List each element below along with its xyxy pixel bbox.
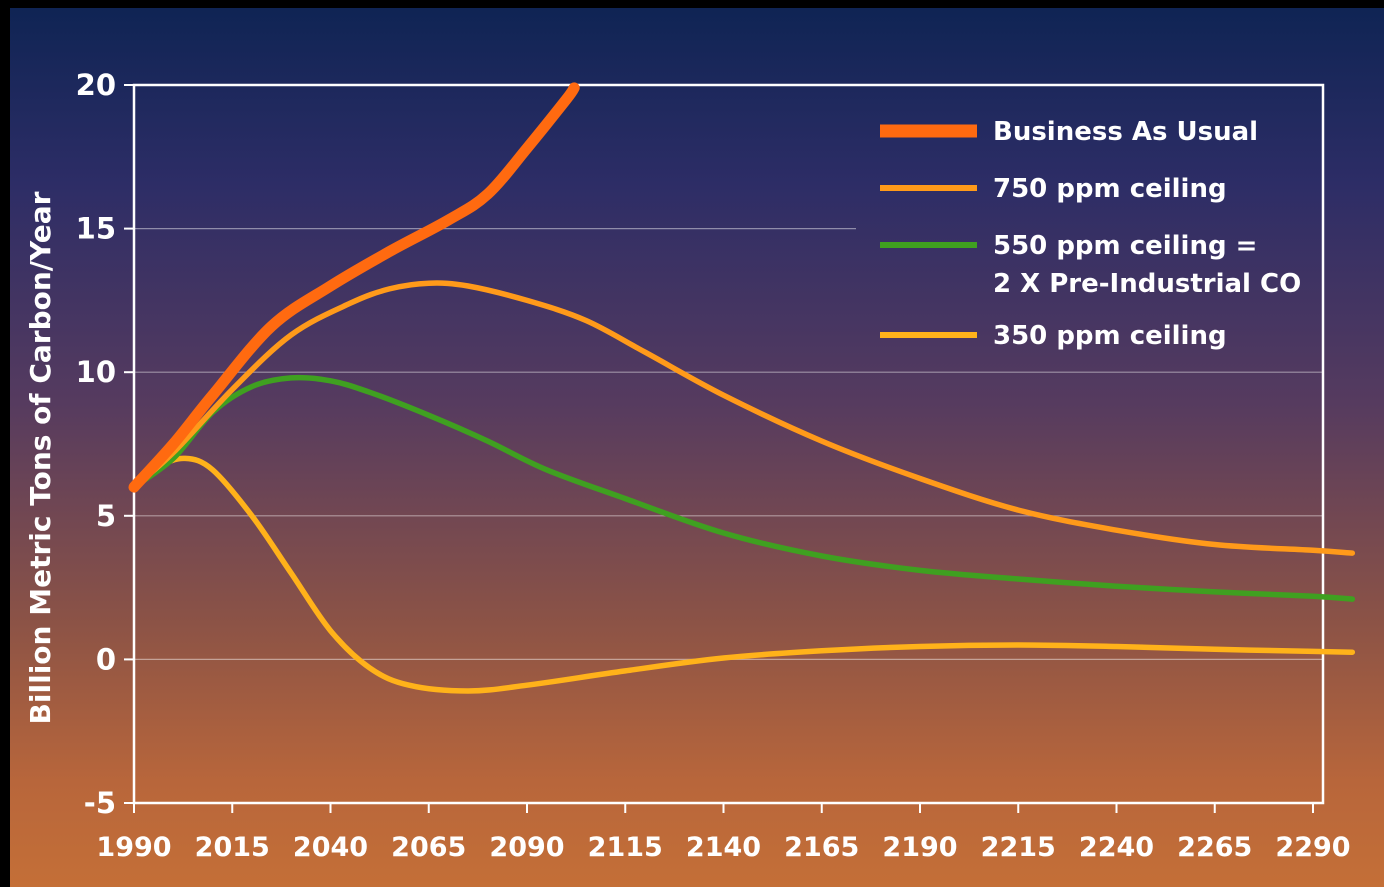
series-line-550-ppm-ceiling-2-x-pre-industrial-co [131, 374, 1356, 602]
axes [132, 83, 1325, 805]
x-tick-label: 2040 [293, 832, 368, 863]
chart-background [10, 8, 1384, 887]
x-tick-label: 2090 [489, 832, 564, 863]
x-tick-label: 2240 [1079, 832, 1154, 863]
y-tick-label: 5 [96, 499, 116, 533]
y-tick-label: 10 [76, 355, 116, 389]
y-axis-label: Billion Metric Tons of Carbon/Year [24, 191, 57, 724]
x-tick-label: 2190 [882, 832, 957, 863]
x-tick-label: 2140 [686, 832, 761, 863]
legend: Business As Usual 750 ppm ceiling 550 ppm … [880, 117, 1301, 351]
legend-label: 750 ppm ceiling [993, 174, 1227, 204]
x-tick-label: 2215 [981, 832, 1056, 863]
x-tick-label: 2065 [391, 832, 466, 863]
y-tick-label: -5 [84, 786, 116, 820]
x-tick-label: 1990 [96, 832, 171, 863]
x-tick-label: 2265 [1177, 832, 1252, 863]
series-line-business-as-usual [128, 82, 580, 493]
y-tick-label: 15 [76, 212, 116, 246]
series-lines [128, 82, 1356, 694]
plot-frame [132, 83, 1325, 805]
legend-label-line2: 2 X Pre-Industrial CO [993, 269, 1301, 299]
x-tick-label: 2290 [1275, 832, 1350, 863]
legend-label: 550 ppm ceiling = [993, 231, 1257, 261]
x-tick-label: 2115 [588, 832, 663, 863]
legend-label: 350 ppm ceiling [993, 321, 1227, 351]
y-tick-label: 0 [96, 642, 116, 676]
x-tick-label: 2165 [784, 832, 859, 863]
legend-label: Business As Usual [993, 117, 1258, 147]
x-tick-labels: 1990 2015 2040 2065 2090 2115 2140 2165 2190 2215… [96, 832, 1350, 863]
y-tick-label: 20 [76, 68, 116, 102]
x-tick-label: 2015 [195, 832, 270, 863]
series-line-350-ppm-ceiling [131, 455, 1356, 694]
series-line-750-ppm-ceiling [131, 280, 1356, 556]
y-tick-labels: -5 0 5 10 15 20 [76, 68, 116, 820]
